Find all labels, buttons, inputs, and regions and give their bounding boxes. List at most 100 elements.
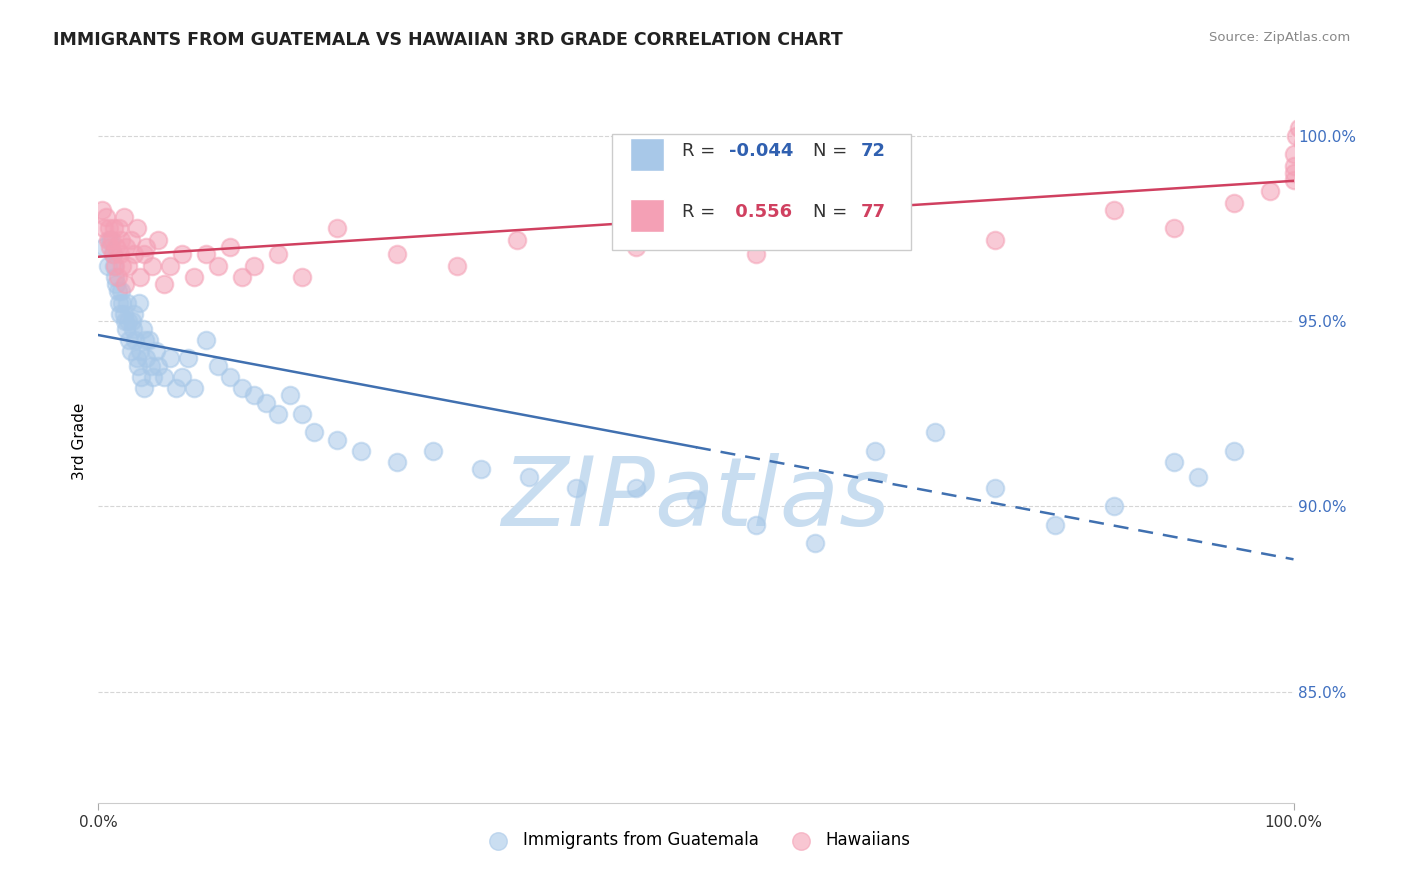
Point	[138, 333, 160, 347]
Point	[108, 247, 131, 261]
Point	[506, 233, 529, 247]
Point	[1292, 136, 1315, 151]
Point	[291, 269, 314, 284]
Point	[1163, 221, 1185, 235]
Point	[134, 333, 156, 347]
Point	[172, 247, 194, 261]
Point	[172, 369, 194, 384]
Point	[159, 351, 181, 366]
Point	[117, 259, 139, 273]
Text: R =: R =	[682, 203, 721, 221]
Point	[924, 425, 946, 440]
Point	[165, 381, 187, 395]
Point	[118, 333, 141, 347]
Point	[124, 307, 146, 321]
Point	[111, 295, 134, 310]
Point	[685, 491, 707, 506]
Point	[98, 233, 122, 247]
Text: N =: N =	[813, 142, 853, 160]
Point	[267, 247, 290, 261]
Point	[231, 381, 253, 395]
Point	[291, 407, 314, 421]
Point	[1288, 121, 1310, 136]
Point	[565, 481, 588, 495]
Point	[97, 233, 120, 247]
Point	[1223, 195, 1246, 210]
FancyBboxPatch shape	[630, 200, 664, 232]
Point	[1285, 128, 1308, 143]
Point	[142, 369, 165, 384]
FancyBboxPatch shape	[613, 135, 911, 250]
Point	[110, 285, 132, 299]
Point	[865, 221, 887, 235]
Point	[326, 221, 349, 235]
Point	[1282, 159, 1305, 173]
Point	[131, 369, 153, 384]
Point	[114, 277, 136, 291]
Point	[1223, 443, 1246, 458]
Point	[93, 240, 115, 254]
Point	[141, 259, 163, 273]
Point	[422, 443, 444, 458]
Point	[804, 536, 827, 550]
Point	[254, 395, 277, 409]
Point	[107, 221, 129, 235]
Point	[243, 388, 266, 402]
Point	[98, 221, 121, 235]
Point	[108, 307, 131, 321]
Text: N =: N =	[813, 203, 853, 221]
FancyBboxPatch shape	[630, 138, 664, 170]
Point	[148, 359, 170, 373]
Point	[122, 321, 145, 335]
Point	[115, 240, 138, 254]
Point	[326, 433, 349, 447]
Point	[219, 240, 242, 254]
Point	[103, 221, 125, 235]
Point	[94, 211, 117, 225]
Point	[120, 233, 142, 247]
Point	[207, 259, 229, 273]
Point	[195, 247, 218, 261]
Point	[131, 321, 153, 335]
Point	[183, 381, 205, 395]
Point	[1258, 185, 1281, 199]
Point	[145, 343, 167, 358]
Point	[115, 295, 138, 310]
Point	[120, 343, 142, 358]
Text: IMMIGRANTS FROM GUATEMALA VS HAWAIIAN 3RD GRADE CORRELATION CHART: IMMIGRANTS FROM GUATEMALA VS HAWAIIAN 3R…	[53, 31, 844, 49]
Point	[153, 277, 176, 291]
Point	[385, 455, 409, 469]
Point	[153, 369, 176, 384]
Point	[1104, 500, 1126, 514]
Point	[745, 247, 768, 261]
Point	[103, 259, 125, 273]
Point	[100, 233, 122, 247]
Text: 72: 72	[860, 142, 886, 160]
Point	[1104, 202, 1126, 217]
Point	[195, 333, 218, 347]
Point	[107, 285, 129, 299]
Point	[135, 240, 157, 254]
Point	[1187, 469, 1209, 483]
Point	[91, 202, 114, 217]
Point	[148, 233, 170, 247]
Point	[117, 314, 139, 328]
Point	[135, 351, 157, 366]
Point	[1043, 517, 1066, 532]
Point	[107, 269, 129, 284]
Point	[470, 462, 492, 476]
Text: Source: ZipAtlas.com: Source: ZipAtlas.com	[1209, 31, 1350, 45]
Point	[231, 269, 253, 284]
Point	[219, 369, 242, 384]
Point	[1282, 166, 1305, 180]
Point	[125, 221, 148, 235]
Point	[111, 259, 134, 273]
Point	[446, 259, 468, 273]
Point	[128, 295, 150, 310]
Point	[104, 269, 127, 284]
Point	[984, 481, 1007, 495]
Point	[745, 517, 768, 532]
Point	[105, 277, 128, 291]
Point	[101, 247, 124, 261]
Y-axis label: 3rd Grade: 3rd Grade	[72, 403, 87, 480]
